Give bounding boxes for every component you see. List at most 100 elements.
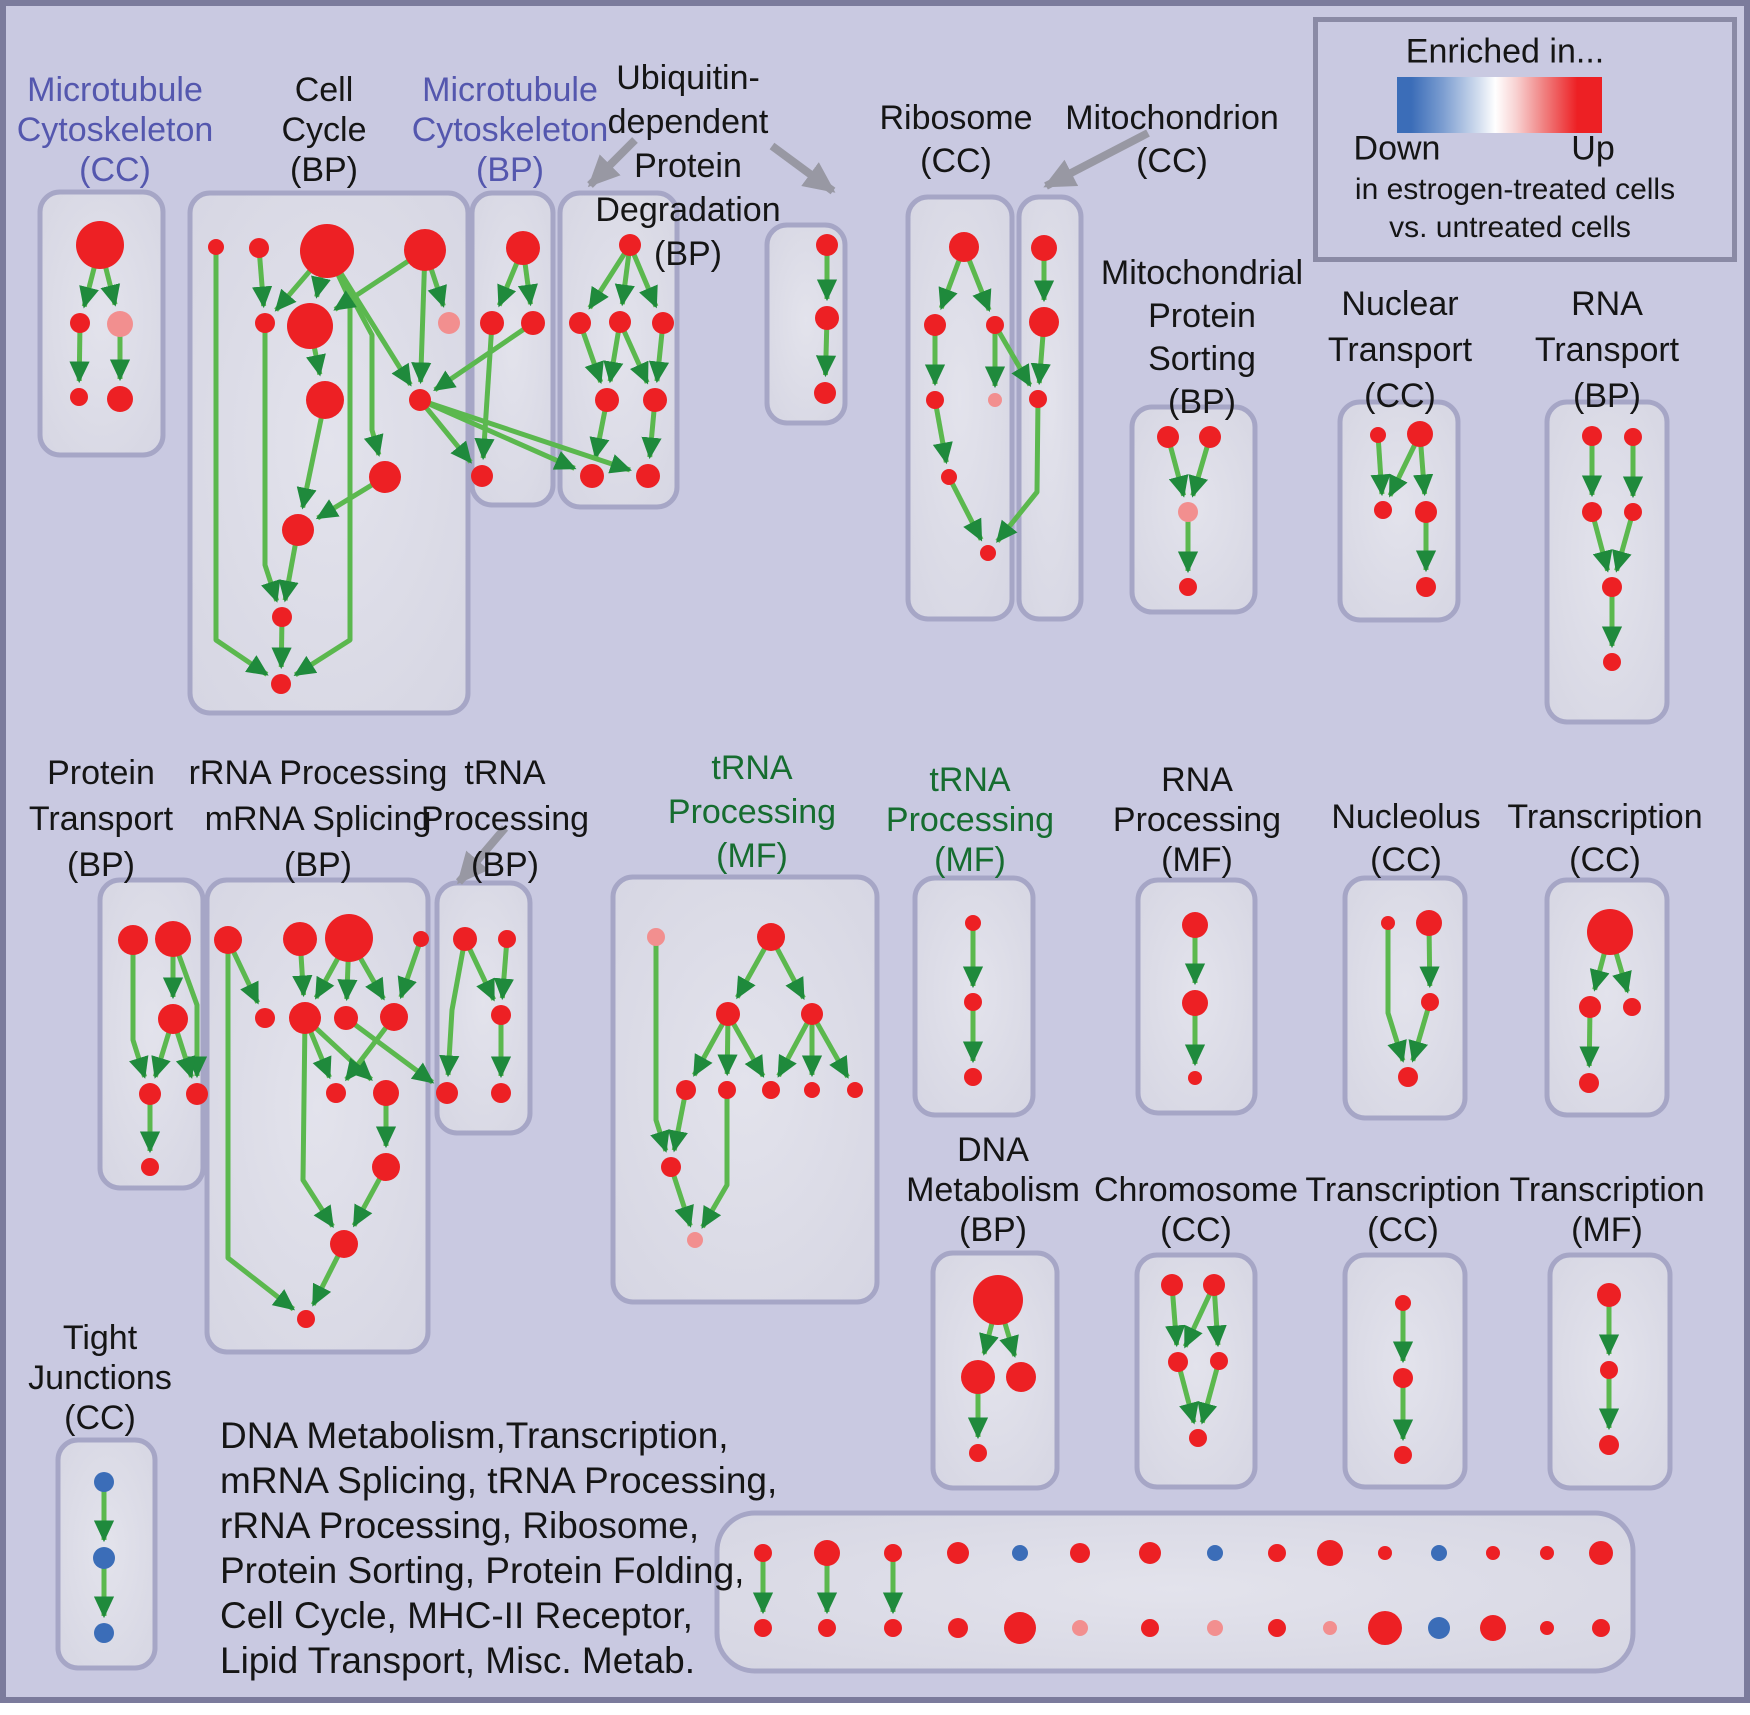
- term-node: [986, 316, 1004, 334]
- term-node: [924, 314, 946, 336]
- term-node: [969, 1444, 987, 1462]
- label-line: DNA: [957, 1131, 1029, 1169]
- label-line: (CC): [1370, 841, 1442, 879]
- label-line: Transcription: [1509, 1171, 1705, 1209]
- term-node: [1582, 502, 1602, 522]
- label-line: RNA: [1571, 285, 1643, 323]
- term-node: [1370, 427, 1386, 443]
- label-line: (CC): [1367, 1211, 1439, 1249]
- edge-arrow: [344, 1015, 435, 1085]
- term-node: [272, 607, 292, 627]
- term-node: [1188, 1071, 1202, 1085]
- edge-arrow: [418, 398, 473, 464]
- label-line: Ribosome: [879, 99, 1033, 137]
- edge-arrow: [668, 1166, 694, 1228]
- term-node: [1415, 501, 1437, 523]
- term-node: [1268, 1619, 1286, 1637]
- label-trna-processing-bp: tRNA Processing (BP): [421, 750, 589, 888]
- term-node: [1317, 1540, 1343, 1566]
- term-node: [1268, 1544, 1286, 1562]
- term-node: [521, 311, 545, 335]
- term-node: [949, 232, 979, 262]
- label-line: (CC): [79, 151, 151, 189]
- term-node: [636, 464, 660, 488]
- label-line: (BP): [959, 1211, 1027, 1249]
- edge-arrow: [700, 1090, 730, 1229]
- term-node: [1579, 1073, 1599, 1093]
- label-tight-junctions-cc: Tight Junctions (CC): [28, 1318, 172, 1438]
- term-node: [271, 674, 291, 694]
- term-node: [1579, 996, 1601, 1018]
- term-node: [1416, 577, 1436, 597]
- label-line: (BP): [470, 846, 539, 884]
- term-node: [372, 1153, 400, 1181]
- term-node: [249, 238, 269, 258]
- label-microtubule-cytoskeleton-bp: Microtubule Cytoskeleton (BP): [412, 70, 609, 190]
- term-node: [595, 388, 619, 412]
- label-line: Tight: [62, 1319, 138, 1357]
- label-line: Protein: [634, 147, 742, 185]
- term-node: [373, 1080, 399, 1106]
- term-node: [1624, 503, 1642, 521]
- term-node: [498, 930, 516, 948]
- term-node: [948, 1618, 968, 1638]
- term-node: [988, 393, 1002, 407]
- term-node: [1416, 910, 1442, 936]
- term-node: [1421, 993, 1439, 1011]
- term-node: [1029, 307, 1059, 337]
- term-node: [297, 1310, 315, 1328]
- label-rna-transport-bp: RNA Transport (BP): [1535, 281, 1679, 419]
- term-node: [1540, 1546, 1554, 1560]
- label-line: rRNA Processing: [188, 754, 448, 792]
- legend-subtitle-line1: in estrogen-treated cells: [1354, 173, 1676, 206]
- label-line: (BP): [1168, 383, 1236, 421]
- term-node: [1624, 428, 1642, 446]
- label-line: (MF): [1161, 841, 1233, 879]
- term-node: [804, 1082, 820, 1098]
- label-protein-transport-bp: Protein Transport (BP): [29, 750, 173, 888]
- label-line: Processing: [885, 801, 1055, 839]
- term-node: [1393, 1368, 1413, 1388]
- term-node: [94, 1472, 114, 1492]
- term-node: [1199, 426, 1221, 448]
- term-node: [964, 1068, 982, 1086]
- nodes-layer: [70, 221, 1642, 1645]
- label-line: (CC): [920, 142, 992, 180]
- term-node: [1178, 502, 1198, 522]
- misc-terms-line: DNA Metabolism,Transcription,: [220, 1415, 729, 1456]
- term-node: [255, 313, 275, 333]
- label-line: Processing: [420, 800, 590, 838]
- label-trna-processing-mf-1: tRNA Processing (MF): [668, 746, 836, 878]
- term-node: [107, 386, 133, 412]
- label-line: (BP): [66, 846, 135, 884]
- term-node: [453, 927, 477, 951]
- label-dna-metabolism-bp: DNA Metabolism (BP): [906, 1130, 1080, 1250]
- label-ubiquitin-degradation-bp: Ubiquitin-dependent Protein Degradation (BP…: [595, 56, 780, 276]
- term-node: [1592, 1619, 1610, 1637]
- pointer-arrows-layer: [455, 129, 1150, 885]
- edge-arrow: [493, 938, 514, 1001]
- edge-arrow: [397, 938, 424, 1000]
- edge-arrow: [170, 938, 208, 1079]
- term-node: [643, 388, 667, 412]
- edge-arrow: [225, 940, 296, 1312]
- label-line: Processing: [667, 793, 837, 831]
- edge-arrow: [932, 399, 953, 465]
- label-line: Mitochondrial: [1100, 254, 1304, 292]
- edge-arrow: [1408, 1001, 1433, 1063]
- label-line: Metabolism: [906, 1171, 1080, 1209]
- edge-arrow: [809, 1012, 850, 1079]
- term-node: [1161, 1274, 1183, 1296]
- term-node: [1623, 998, 1641, 1016]
- term-node: [676, 1080, 696, 1100]
- label-cell-cycle-bp: Cell Cycle (BP): [281, 70, 366, 190]
- term-node: [139, 1083, 161, 1105]
- go-box-microtubule-cytoskeleton-bp: [469, 190, 556, 508]
- term-node: [1072, 1620, 1088, 1636]
- term-node: [1486, 1546, 1500, 1560]
- term-node: [1203, 1274, 1225, 1296]
- label-line: Sorting: [1148, 340, 1256, 378]
- term-node: [884, 1544, 902, 1562]
- term-node: [1599, 1435, 1619, 1455]
- term-node: [1587, 909, 1633, 955]
